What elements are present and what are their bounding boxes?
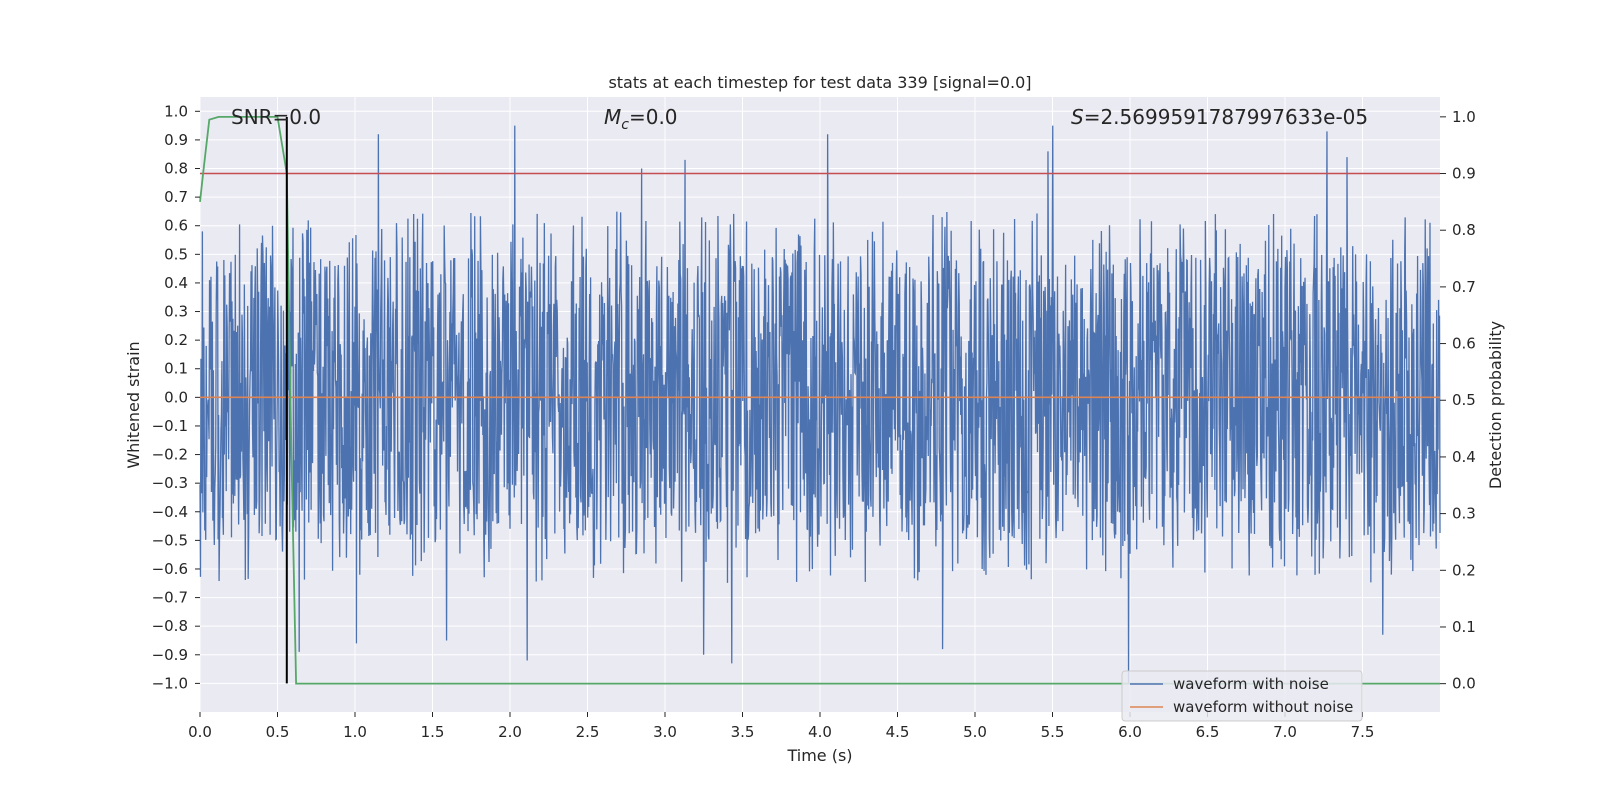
y2-tick-label: 0.1 <box>1452 618 1476 636</box>
overlay-lines <box>199 115 1440 685</box>
y2-tick-label: 0.9 <box>1452 165 1476 183</box>
y-tick-label: 0.8 <box>164 160 188 178</box>
y-tick-label: 0.9 <box>164 131 188 149</box>
y-tick-label: −0.1 <box>152 417 188 435</box>
x-tick-label: 0.5 <box>266 723 290 741</box>
y-tick-label: −0.3 <box>152 474 188 492</box>
x-tick-label: 6.5 <box>1196 723 1220 741</box>
y-tick-label: 0.5 <box>164 245 188 263</box>
x-axis: 0.0 0.5 1.0 1.5 2.0 2.5 3.0 3.5 4.0 4.5 5.0 5.5 6.0 6… <box>188 712 1374 741</box>
y-tick-label: 0.0 <box>164 388 188 406</box>
x-tick-label: 1.5 <box>421 723 445 741</box>
y2-tick-label: 0.5 <box>1452 391 1476 409</box>
x-tick-label: 5.5 <box>1041 723 1065 741</box>
y-tick-label: −0.2 <box>152 446 188 464</box>
x-tick-label: 6.0 <box>1118 723 1142 741</box>
y-axis-left: 1.0 0.9 0.8 0.7 0.6 0.5 0.4 0.3 0.2 0.1 0.0 −0.1 −0.… <box>152 102 200 692</box>
y2-tick-label: 0.7 <box>1452 278 1476 296</box>
y-tick-label: 0.2 <box>164 331 188 349</box>
x-tick-label: 2.5 <box>576 723 600 741</box>
x-tick-label: 4.5 <box>886 723 910 741</box>
y-axis-label: Whitened strain <box>124 341 143 468</box>
snr-annotation: SNR=0.0 <box>231 105 321 129</box>
y2-tick-label: 0.4 <box>1452 448 1476 466</box>
chart-title: stats at each timestep for test data 339… <box>608 73 1031 92</box>
x-tick-label: 2.0 <box>498 723 522 741</box>
y-tick-label: 0.1 <box>164 360 188 378</box>
y2-tick-label: 0.2 <box>1452 561 1476 579</box>
legend-frame <box>1121 670 1363 722</box>
y2-axis-label: Detection probability <box>1486 321 1505 489</box>
y-tick-label: 0.3 <box>164 303 188 321</box>
x-tick-label: 4.0 <box>808 723 832 741</box>
x-tick-label: 3.5 <box>731 723 755 741</box>
y-tick-label: 0.7 <box>164 188 188 206</box>
y-tick-label: −0.5 <box>152 531 188 549</box>
x-tick-label: 3.0 <box>653 723 677 741</box>
chirp-mass-annotation: Mc=0.0 <box>604 105 678 133</box>
y-tick-label: −0.4 <box>152 503 188 521</box>
x-tick-label: 7.0 <box>1273 723 1297 741</box>
legend-label-clean: waveform without noise <box>1173 698 1353 716</box>
y-tick-label: 0.6 <box>164 217 188 235</box>
x-tick-label: 5.0 <box>963 723 987 741</box>
y-tick-label: −0.9 <box>152 646 188 664</box>
y2-tick-label: 0.6 <box>1452 335 1476 353</box>
y-tick-label: −0.8 <box>152 617 188 635</box>
waveform-with-noise-series <box>199 125 1441 684</box>
x-tick-label: 1.0 <box>343 723 367 741</box>
s-annotation: S=2.5699591787997633e-05 <box>1071 105 1368 129</box>
y-axis-right: 1.0 0.9 0.8 0.7 0.6 0.5 0.4 0.3 0.2 0.1 0.0 <box>1440 108 1476 693</box>
y-tick-label: 0.4 <box>164 274 188 292</box>
y2-tick-label: 0.0 <box>1452 675 1476 693</box>
y-tick-label: −1.0 <box>152 674 188 692</box>
legend-label-noise: waveform with noise <box>1173 675 1329 693</box>
x-tick-label: 0.0 <box>188 723 212 741</box>
waveform-with-noise-line <box>199 125 1441 684</box>
detection-probability-line <box>199 115 1440 685</box>
y-tick-label: 1.0 <box>164 102 188 120</box>
y2-tick-label: 0.8 <box>1452 221 1476 239</box>
y-tick-label: −0.6 <box>152 560 188 578</box>
y-tick-label: −0.7 <box>152 589 188 607</box>
legend: waveform with noise waveform without noi… <box>1121 670 1363 722</box>
y2-tick-label: 1.0 <box>1452 108 1476 126</box>
x-tick-label: 7.5 <box>1351 723 1375 741</box>
x-axis-label: Time (s) <box>786 746 852 765</box>
y2-tick-label: 0.3 <box>1452 505 1476 523</box>
